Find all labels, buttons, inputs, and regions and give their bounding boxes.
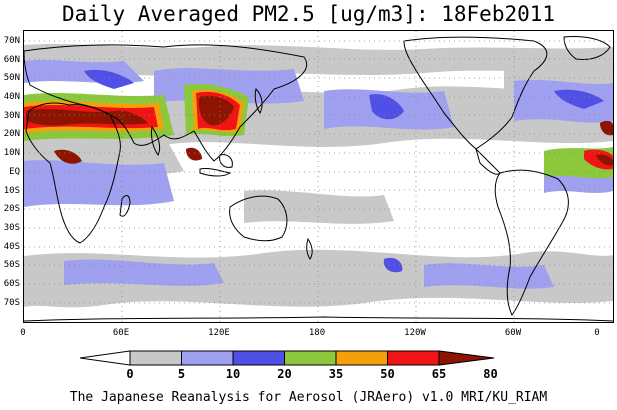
lat-label: 40N — [3, 92, 20, 102]
greenland-coastline — [563, 36, 611, 60]
colorbar-segments — [79, 350, 495, 366]
shade-band — [596, 154, 613, 166]
shade-band — [554, 89, 604, 109]
shade-band — [424, 263, 554, 289]
lon-label: 0 — [20, 328, 26, 338]
australia-coastline — [229, 195, 288, 242]
lon-label: 60E — [112, 328, 130, 338]
shade-band — [24, 44, 613, 76]
north-america-coastline — [403, 36, 548, 150]
colorbar-tick-label: 20 — [277, 367, 292, 381]
shade-band — [198, 95, 234, 126]
indonesia-coastline — [199, 168, 232, 177]
pm25-shading — [24, 44, 613, 308]
lat-label: 20S — [3, 204, 20, 214]
shade-band — [26, 109, 148, 126]
colorbar-segment — [181, 350, 234, 366]
newzealand-coastline — [306, 237, 313, 260]
lat-label: 70N — [3, 36, 20, 46]
colorbar-tick-label: 80 — [483, 367, 498, 381]
colorbar-segment — [284, 350, 337, 366]
colorbar-segment — [387, 350, 440, 366]
lat-label: 40S — [3, 242, 20, 252]
shade-band — [383, 257, 403, 273]
japan-coastline — [254, 88, 263, 114]
shade-band — [244, 190, 394, 224]
lat-label: 50N — [3, 73, 20, 83]
credit-line: The Japanese Reanalysis for Aerosol (JRA… — [69, 390, 548, 405]
shade-band — [24, 160, 174, 207]
shade-band — [514, 80, 613, 123]
colorbar-segment — [232, 350, 285, 366]
shade-band — [186, 147, 202, 161]
colorbar-segment — [129, 350, 182, 366]
colorbar-arrow-left — [79, 350, 131, 366]
lat-label: 10N — [3, 148, 20, 158]
lat-label: 60S — [3, 279, 20, 289]
colorbar-tick-label: 65 — [431, 367, 447, 381]
colorbar-arrow-right — [438, 350, 495, 366]
eurasia-coastline — [24, 44, 307, 162]
colorbar-tick-label: 35 — [328, 367, 344, 381]
colorbar-tick-label: 10 — [225, 367, 241, 381]
shade-band — [369, 94, 404, 120]
lat-label: 20N — [3, 129, 20, 139]
shade-band — [600, 120, 613, 136]
lat-label: 10S — [3, 186, 20, 196]
colorbar — [79, 350, 495, 366]
colorbar-segment — [335, 350, 388, 366]
shade-band — [84, 69, 134, 89]
shade-band — [64, 259, 224, 286]
lat-label: 50S — [3, 260, 20, 270]
lat-label: 70S — [3, 298, 20, 308]
antarctica-coastline — [24, 316, 613, 322]
colorbar-tick-label: 50 — [380, 367, 395, 381]
map-panel — [23, 30, 614, 323]
shade-band — [54, 149, 82, 164]
graticule — [24, 31, 613, 322]
lon-label: 120W — [404, 328, 426, 338]
lat-label: EQ — [9, 167, 20, 177]
lon-label: 120E — [208, 328, 230, 338]
lon-label: 0 — [594, 328, 600, 338]
colorbar-tick-label: 5 — [177, 367, 186, 381]
pm25-map — [24, 31, 613, 322]
lat-label: 30N — [3, 111, 20, 121]
india-coastline — [151, 125, 161, 156]
south-america-coastline — [494, 169, 569, 316]
lat-label: 60N — [3, 55, 20, 65]
colorbar-tick-label: 0 — [126, 367, 134, 381]
lat-label: 30S — [3, 223, 20, 233]
map-title: Daily Averaged PM2.5 [ug/m3]: 18Feb2011 — [61, 2, 556, 26]
lon-label: 180 — [308, 328, 326, 338]
lon-label: 60W — [504, 328, 522, 338]
